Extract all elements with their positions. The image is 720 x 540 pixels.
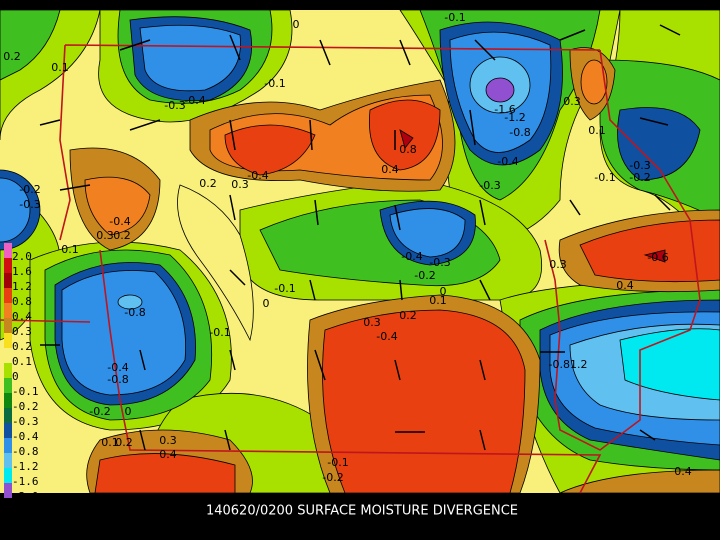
contour-label: -0.8: [509, 126, 530, 139]
contour-label: 0.3: [363, 316, 381, 329]
contour-label: 0.1: [51, 61, 69, 74]
legend-swatch: [4, 243, 12, 258]
legend-swatch: [4, 408, 12, 423]
contour-label: -0.2: [19, 183, 40, 196]
contour-label: 0.3: [549, 258, 567, 271]
contour-label: 0.4: [381, 163, 399, 176]
contour-label: 0.4: [159, 448, 177, 461]
contour-label: -0.4: [109, 215, 130, 228]
contour-label: 0.3: [96, 229, 114, 242]
contour-label: -1.2: [504, 111, 525, 124]
legend-swatch: [4, 393, 12, 408]
contour-label: 0.3: [563, 95, 581, 108]
legend-swatch: [4, 483, 12, 498]
contour-label: -0.4: [247, 169, 268, 182]
legend-label: 0.8: [12, 295, 32, 308]
legend-swatch: [4, 423, 12, 438]
contour-label: -0.2: [629, 171, 650, 184]
contour-label: -0.1: [594, 171, 615, 184]
legend-label: -0.2: [12, 400, 39, 413]
contour-label: -1.6: [494, 103, 515, 116]
contour-label: 0.4: [674, 465, 692, 478]
map-title: 140620/0200 SURFACE MOISTURE DIVERGENCE: [206, 504, 518, 519]
legend-label: -1.6: [12, 475, 39, 488]
contour-label: 0.2: [113, 229, 131, 242]
legend-label: 1.2: [12, 280, 32, 293]
legend-label: 0.1: [12, 355, 32, 368]
legend-swatch: [4, 438, 12, 453]
contour-label: 0.1: [61, 243, 79, 256]
state-borders: [0, 44, 701, 494]
contour-label: -0.1: [209, 326, 230, 339]
contour-label: -0.2: [322, 471, 343, 484]
contour-label: -0.3: [629, 159, 650, 172]
contour-label: 0.2: [115, 436, 133, 449]
legend-swatch: [4, 273, 12, 288]
contour-label: 0.8: [399, 143, 417, 156]
legend-swatch: [4, 363, 12, 378]
legend-label: 0.3: [12, 325, 32, 338]
legend-label: 0: [12, 370, 19, 383]
legend-label: 0.2: [12, 340, 32, 353]
contour-label: 0.4: [616, 279, 634, 292]
legend-swatch: [4, 378, 12, 393]
legend-swatch: [4, 348, 12, 363]
contour-label: 0.1: [101, 436, 119, 449]
contour-label: -0.3: [429, 256, 450, 269]
contour-label: -0.6: [647, 251, 668, 264]
legend-swatch: [4, 303, 12, 318]
contour-label: 0.2: [3, 50, 21, 63]
legend-label: -2.0: [12, 490, 39, 503]
contour-label: 0: [263, 297, 270, 310]
legend-label: -1.2: [12, 460, 39, 473]
legend-swatch: [4, 258, 12, 273]
contour-label: -0.2: [414, 269, 435, 282]
legend-label: -0.1: [12, 385, 39, 398]
contour-field: [0, 9, 720, 494]
legend-swatch: [4, 288, 12, 303]
legend: 2.0 1.6 1.2 0.8 0.4 0.3 0.2 0.1 0 -0.1 -0.2 -0.3 -0.…: [4, 243, 39, 503]
legend-swatch: [4, 333, 12, 348]
contour-label: -0.8: [124, 306, 145, 319]
legend-label: -0.4: [12, 430, 39, 443]
contour-label: -0.3: [19, 198, 40, 211]
contour-label: 0.1: [588, 124, 606, 137]
contour-label: 0.1: [429, 294, 447, 307]
contour-label: -0.1: [274, 282, 295, 295]
legend-label: -0.8: [12, 445, 39, 458]
legend-swatch: [4, 318, 12, 333]
contour-label: 0.3: [159, 434, 177, 447]
contour-label: -0.1: [444, 11, 465, 24]
contour-label: 0.3: [231, 178, 249, 191]
contour-label: -0.4: [401, 250, 422, 263]
legend-label: 1.6: [12, 265, 32, 278]
contour-label: -0.1: [264, 77, 285, 90]
legend-swatch: [4, 453, 12, 468]
contour-label: 0.2: [199, 177, 217, 190]
contour-label: -0.3: [164, 99, 185, 112]
contour-label: -0.1: [327, 456, 348, 469]
contour-label: 0: [125, 405, 132, 418]
legend-swatch: [4, 468, 12, 483]
contour-label: 0: [440, 285, 447, 298]
contour-label: -0.81.2: [549, 358, 588, 371]
contour-label: 0: [293, 18, 300, 31]
contour-label: -0.2: [89, 405, 110, 418]
legend-label: -0.3: [12, 415, 39, 428]
legend-label: 2.0: [12, 250, 32, 263]
wind-barbs: [39, 24, 681, 451]
contour-label: -0.8: [107, 373, 128, 386]
contour-label: -0.4: [497, 155, 518, 168]
contour-label: 0.2: [399, 309, 417, 322]
legend-label: 0.4: [12, 310, 32, 323]
contour-label: -0.3: [479, 179, 500, 192]
contour-labels: 0-0.10.20.1-0.1-0.3-0.4-1.6-1.2-0.80.30.…: [3, 11, 692, 484]
contour-label: -0.4: [184, 94, 205, 107]
contour-label: -0.4: [376, 330, 397, 343]
contour-label: -0.4: [107, 361, 128, 374]
